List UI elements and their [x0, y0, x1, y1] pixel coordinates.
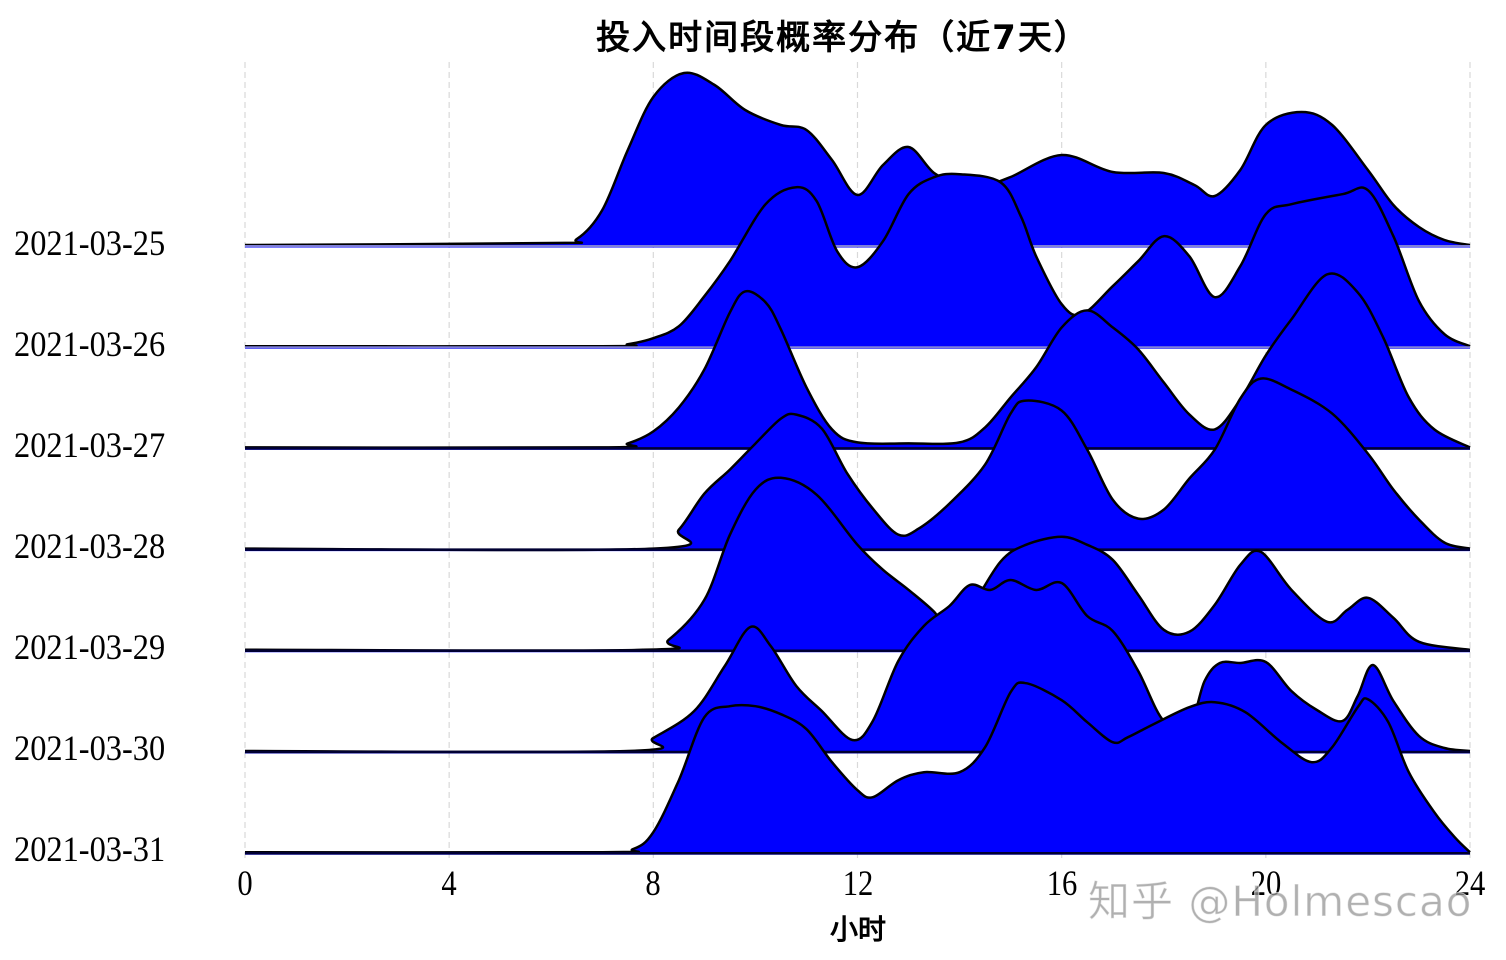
y-tick-label: 2021-03-29	[14, 627, 166, 667]
y-tick-label: 2021-03-26	[14, 324, 166, 364]
ridge-fill	[245, 682, 1470, 855]
ridge-outline	[244, 172, 1471, 348]
ridge-fill	[245, 477, 1470, 653]
x-tick-label: 4	[441, 863, 457, 903]
ridge-fill	[245, 378, 1470, 552]
x-tick-label: 8	[645, 863, 661, 903]
x-tick-label: 16	[1046, 863, 1078, 903]
ridge-outline	[244, 681, 1471, 854]
y-tick-label: 2021-03-28	[14, 526, 166, 566]
watermark: 知乎 @Holmescao	[1087, 877, 1473, 927]
ridge-outline	[244, 476, 1471, 652]
ridge-2021-03-31	[244, 681, 1471, 855]
y-tick-label: 2021-03-31	[14, 829, 166, 869]
x-tick-label: 24	[1454, 863, 1486, 903]
ridge-fill	[245, 72, 1470, 248]
ridge-2021-03-29	[244, 476, 1471, 653]
ridge-fill	[245, 273, 1470, 450]
x-axis-label: 小时	[829, 913, 886, 946]
ridge-outline	[244, 377, 1471, 552]
y-tick-label: 2021-03-25	[14, 223, 166, 263]
ridge-outline	[244, 272, 1471, 449]
chart-title: 投入时间段概率分布（近7天）	[596, 18, 1090, 58]
x-tick-label: 20	[1250, 863, 1282, 903]
ridge-fill	[245, 173, 1470, 349]
ridge-outline	[244, 578, 1471, 754]
y-tick-label: 2021-03-27	[14, 425, 166, 465]
y-tick-label: 2021-03-30	[14, 728, 166, 768]
x-tick-label: 12	[842, 863, 874, 903]
ridge-2021-03-26	[244, 172, 1471, 349]
x-tick-label: 0	[237, 863, 253, 903]
